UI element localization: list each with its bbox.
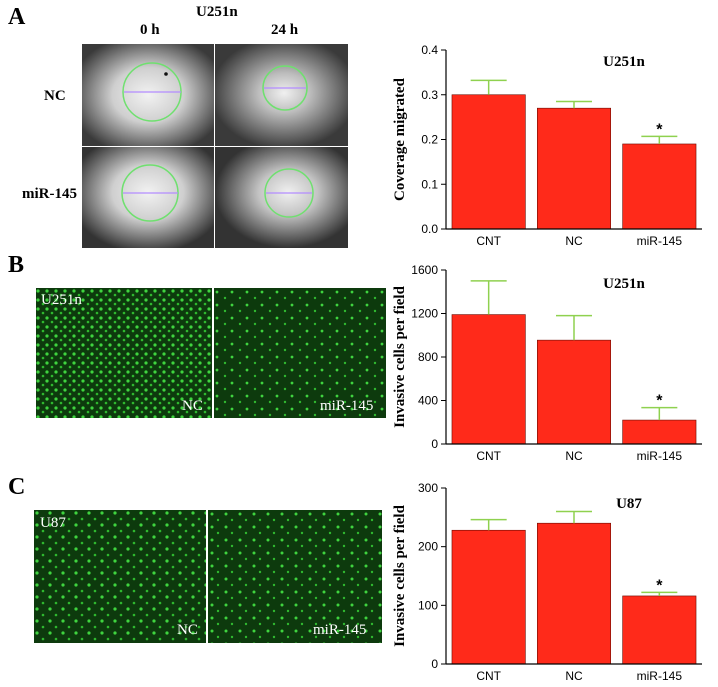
category-label: CNT [476,449,501,463]
y-tick-label: 0 [431,437,438,451]
time-label-0h: 0 h [140,22,160,38]
y-tick-label: 200 [418,540,438,554]
y-tick-label: 0 [431,657,438,671]
chart-invasion-u251n: 0 400 800 1200 1600 CNT NC * miR-145 U251n Invasiv… [392,263,702,463]
y-tick-label: 400 [418,394,438,408]
category-label: miR-145 [637,669,683,683]
significance-marker: * [656,577,663,594]
category-label: miR-145 [637,234,683,248]
bar-mir-145 [622,143,697,230]
wound-image-mir145-24h [215,147,348,248]
category-label: CNT [476,669,501,683]
y-tick-label: 800 [418,350,438,364]
y-tick-label: 0.1 [421,177,438,191]
y-axis-label: Invasive cells per field [392,285,408,427]
invasion-image-u251n-mir145 [214,288,386,418]
image-cell-line-label-b: U251n [41,292,82,308]
wound-image-mir145-0h [82,147,214,248]
chart-invasion-u87: 0 100 200 300 CNT NC * miR-145 U87 Invasive cells… [392,481,702,683]
wound-image-nc-24h [215,44,348,146]
chart-coverage-migrated: 0.0 0.1 0.2 0.3 0.4 CNT NC * miR-145 U251n Coverag… [392,43,702,248]
bar-nc [537,339,611,445]
image-label-b-nc: NC [182,398,203,414]
bar-mir-145 [622,419,697,445]
bar-nc [537,522,611,665]
y-tick-label: 0.0 [421,222,438,236]
category-label: NC [565,669,583,683]
category-label: NC [565,449,583,463]
time-label-24h: 24 h [271,22,299,38]
category-label: NC [565,234,583,248]
significance-marker: * [656,121,663,138]
category-label: CNT [476,234,501,248]
wound-image-nc-0h [82,44,214,146]
bar-cnt [451,94,526,230]
chart-title: U87 [616,496,642,512]
row-label-nc: NC [44,88,66,104]
image-cell-line-label-c: U87 [40,515,66,531]
y-axis-label: Invasive cells per field [392,504,408,646]
significance-marker: * [656,393,663,410]
bar-cnt [451,529,526,665]
image-label-c-mir145: miR-145 [313,622,367,638]
bar-mir-145 [622,595,697,665]
y-tick-label: 1600 [411,263,438,277]
category-label: miR-145 [637,449,683,463]
y-axis-label: Coverage migrated [392,77,408,201]
panel-letter-a: A [8,4,26,30]
bar-nc [537,107,611,230]
panel-letter-c: C [8,474,26,500]
panel-letter-b: B [8,252,25,278]
bar-cnt [451,314,526,445]
y-tick-label: 300 [418,481,438,495]
row-label-mir145: miR-145 [22,186,77,202]
panel-a-cell-line-label: U251n [196,4,238,20]
image-label-c-nc: NC [177,622,198,638]
y-tick-label: 0.3 [421,88,438,102]
invasion-image-u251n-nc [36,288,212,418]
invasion-image-u87-nc [34,510,206,643]
invasion-image-u87-mir145 [208,510,382,643]
y-tick-label: 0.4 [421,43,438,57]
y-tick-label: 0.2 [421,133,438,147]
image-label-b-mir145: miR-145 [320,398,374,414]
y-tick-label: 100 [418,598,438,612]
chart-title: U251n [603,54,645,70]
y-tick-label: 1200 [411,307,438,321]
chart-title: U251n [603,276,645,292]
